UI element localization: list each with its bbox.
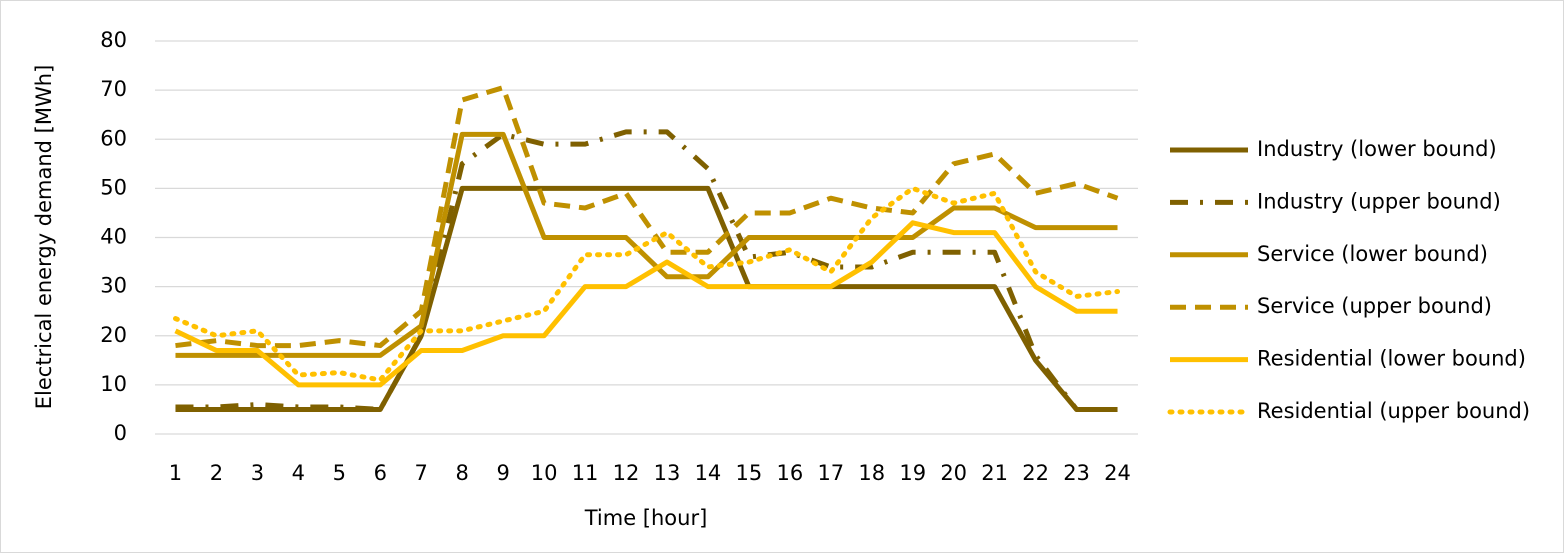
x-tick-label: 2 — [210, 461, 223, 485]
x-tick-label: 16 — [776, 461, 803, 485]
x-tick-label: 9 — [496, 461, 509, 485]
series-line — [175, 131, 1118, 358]
series-line — [175, 185, 1118, 412]
x-tick-label: 12 — [613, 461, 640, 485]
legend-label: Industry (upper bound) — [1257, 189, 1501, 213]
x-tick-label: 1 — [169, 461, 182, 485]
x-tick-label: 22 — [1022, 461, 1049, 485]
y-tick-label: 10 — [100, 372, 127, 396]
x-tick-label: 10 — [531, 461, 558, 485]
x-tick-label: 23 — [1063, 461, 1090, 485]
x-tick-label: 17 — [817, 461, 844, 485]
legend-label: Residential (lower bound) — [1257, 347, 1526, 371]
y-tick-label: 60 — [100, 126, 127, 150]
x-tick-label: 7 — [415, 461, 428, 485]
y-axis-title: Electrical energy demand [MWh] — [32, 65, 56, 410]
series-line — [175, 85, 1119, 349]
x-tick-label: 18 — [858, 461, 885, 485]
x-tick-label: 14 — [695, 461, 722, 485]
x-tick-label: 15 — [736, 461, 763, 485]
legend-label: Service (upper bound) — [1257, 294, 1492, 318]
x-tick-label: 8 — [456, 461, 469, 485]
x-tick-label: 6 — [374, 461, 387, 485]
y-tick-label: 70 — [100, 77, 127, 101]
y-tick-label: 50 — [100, 175, 127, 199]
x-tick-label: 21 — [981, 461, 1008, 485]
x-tick-label: 4 — [292, 461, 305, 485]
legend-label: Residential (upper bound) — [1257, 399, 1530, 423]
x-axis-title: Time [hour] — [584, 506, 708, 530]
x-tick-label: 5 — [333, 461, 346, 485]
x-tick-label: 19 — [899, 461, 926, 485]
x-tick-label: 24 — [1104, 461, 1131, 485]
series-line — [172, 185, 1121, 383]
x-tick-label: 11 — [572, 461, 599, 485]
y-tick-label: 0 — [114, 421, 127, 445]
legend-label: Service (lower bound) — [1257, 242, 1488, 266]
legend-label: Industry (lower bound) — [1257, 137, 1497, 161]
x-tick-label: 13 — [654, 461, 681, 485]
series-line — [174, 220, 1118, 388]
series-line — [175, 129, 1118, 412]
x-tick-label: 20 — [940, 461, 967, 485]
y-tick-label: 80 — [100, 28, 127, 52]
y-tick-label: 30 — [100, 274, 127, 298]
x-tick-label: 3 — [251, 461, 264, 485]
y-tick-label: 40 — [100, 225, 127, 249]
y-tick-label: 20 — [100, 323, 127, 347]
